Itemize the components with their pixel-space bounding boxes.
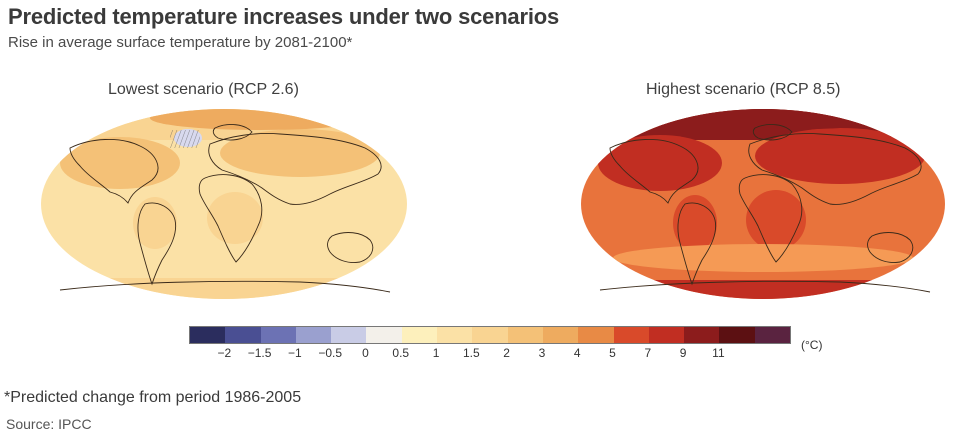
map-high-scenario [581,109,945,299]
scale-tick-label: −2 [217,346,232,360]
scale-tick-label: 0.5 [392,346,410,360]
chart-title: Predicted temperature increases under tw… [8,4,560,29]
map-zone-southern-ocean [613,244,913,272]
scale-swatch [613,327,649,343]
scale-swatch [754,327,791,343]
map-zone-north-america [598,135,722,191]
color-scale-bar [189,326,791,344]
scale-tick-label: 1 [432,346,440,360]
chart-subtitle: Rise in average surface temperature by 2… [8,34,353,51]
scale-swatch [190,327,226,343]
map-low-scenario [41,109,407,299]
source-label: Source: IPCC [6,416,92,432]
map-zone-antarctic [581,280,945,299]
map-zone-south-america [673,195,717,251]
scale-swatch [366,327,402,343]
map-zone-south-america [133,197,177,249]
footnote: *Predicted change from period 1986-2005 [4,389,302,406]
scale-tick-label: −0.5 [318,346,343,360]
map-zone-africa [746,190,806,250]
scale-tick-label: 1.5 [463,346,480,360]
map-label-high: Highest scenario (RCP 8.5) [646,81,841,98]
scale-swatch [260,327,296,343]
scale-swatch [437,327,473,343]
scale-swatch [225,327,261,343]
scale-swatch [648,327,685,343]
scale-swatch [507,327,543,343]
scale-swatch [331,327,367,343]
map-zone-africa [207,192,263,244]
coastlines [59,124,391,293]
scale-tick-label: 0 [362,346,369,360]
scale-swatch [719,327,755,343]
map-label-low: Lowest scenario (RCP 2.6) [108,81,299,98]
scale-tick-label: 9 [679,346,687,360]
scale-unit-label: (°C) [801,338,823,352]
scale-tick-label: −1.5 [247,346,272,360]
scale-tick-label: 3 [538,346,546,360]
scale-tick-label: 4 [573,346,581,360]
scale-swatch [472,327,508,343]
scale-tick-label: 11 [712,346,725,360]
scale-tick-label: −1 [288,346,302,360]
scale-tick-label: 7 [644,346,652,360]
map-zone-asia [755,128,925,184]
coastlines [599,124,931,293]
scale-swatch [578,327,614,343]
map-zone-asia [220,129,380,177]
scale-swatch [295,327,332,343]
scale-swatch [684,327,720,343]
scale-tick-label: 5 [609,346,616,360]
map-zone-north-pole [613,109,913,130]
scale-swatch [542,327,579,343]
scale-swatch [401,327,438,343]
scale-tick-label: 2 [503,346,510,360]
